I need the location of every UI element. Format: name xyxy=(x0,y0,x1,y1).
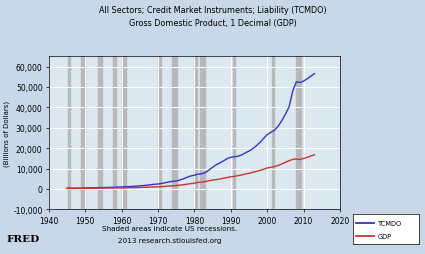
Bar xyxy=(200,57,205,210)
Text: Gross Domestic Product, 1 Decimal (GDP): Gross Domestic Product, 1 Decimal (GDP) xyxy=(129,19,296,28)
Bar xyxy=(194,57,197,210)
Bar xyxy=(158,57,162,210)
Text: Shaded areas indicate US recessions.: Shaded areas indicate US recessions. xyxy=(102,225,238,231)
Text: FRED: FRED xyxy=(6,234,40,243)
Text: All Sectors; Credit Market Instruments; Liability (TCMDO): All Sectors; Credit Market Instruments; … xyxy=(99,6,326,15)
Text: GDP: GDP xyxy=(378,233,392,239)
Bar xyxy=(122,57,126,210)
Bar xyxy=(296,57,301,210)
Bar xyxy=(98,57,102,210)
Bar xyxy=(272,57,274,210)
Bar xyxy=(68,57,71,210)
Text: 2013 research.stlouisfed.org: 2013 research.stlouisfed.org xyxy=(118,237,222,244)
Bar xyxy=(172,57,177,210)
Bar xyxy=(113,57,116,210)
Text: TCMDO: TCMDO xyxy=(378,220,402,226)
Y-axis label: (Billions of Dollars): (Billions of Dollars) xyxy=(4,100,11,166)
Bar xyxy=(233,57,235,210)
Bar xyxy=(81,57,85,210)
